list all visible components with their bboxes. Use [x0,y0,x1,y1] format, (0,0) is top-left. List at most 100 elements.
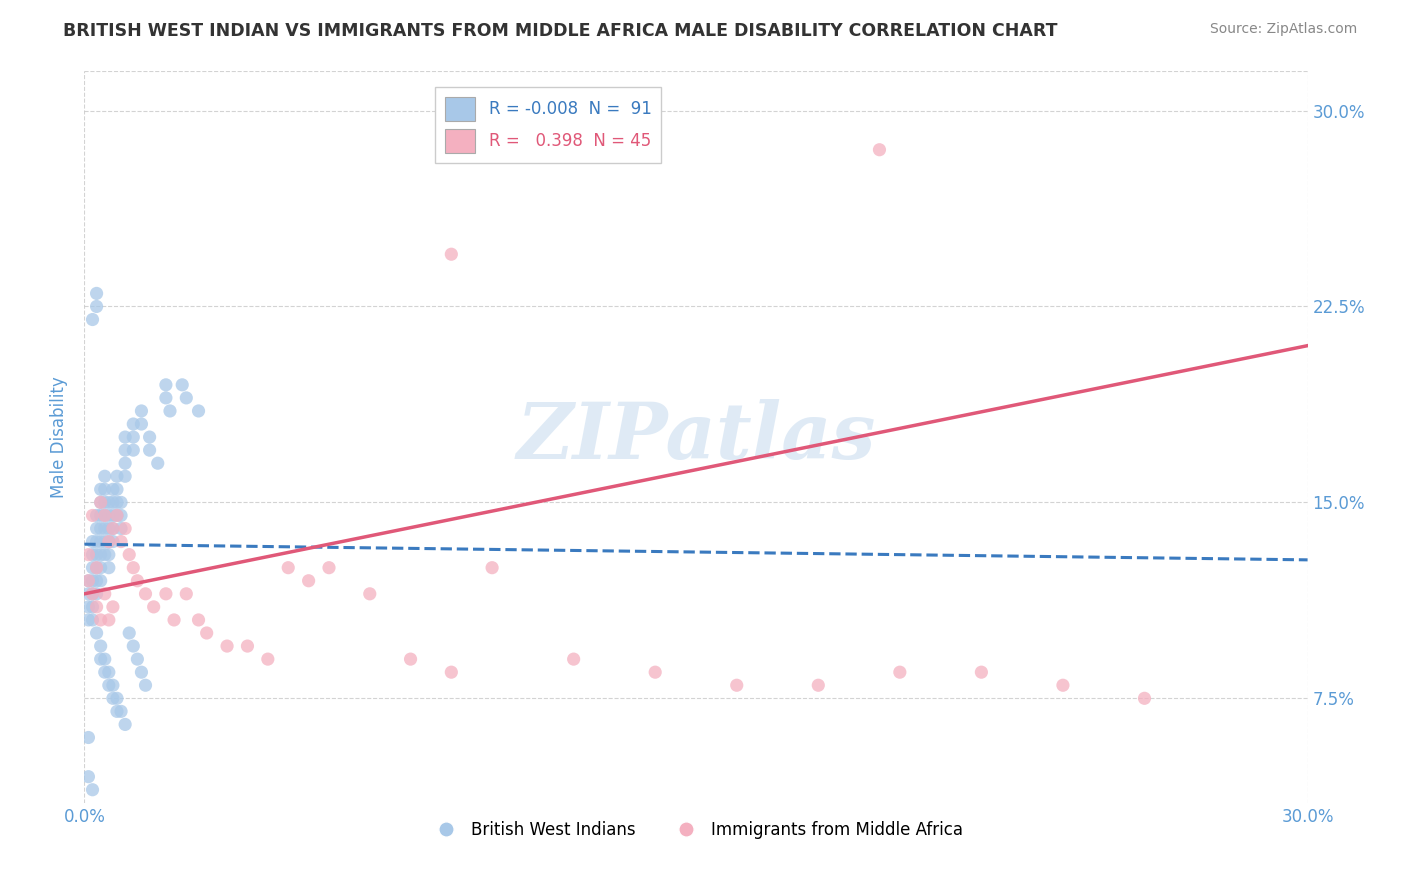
Point [77,574,100,588]
Point [97,508,120,523]
Text: ZIPatlas: ZIPatlas [516,399,876,475]
Point [122,417,145,431]
Point [644,665,666,680]
Point [114,430,136,444]
Point [82,534,104,549]
Point [1052,678,1074,692]
Point [131,665,153,680]
Point [90,508,112,523]
Point [97,560,120,574]
Point [122,430,145,444]
Point [114,469,136,483]
Point [82,574,104,588]
Point [82,599,104,614]
Point [440,247,463,261]
Point [135,587,157,601]
Point [257,652,280,666]
Point [101,534,124,549]
Point [86,534,108,549]
Point [93,483,115,497]
Point [105,705,128,719]
Point [101,495,124,509]
Point [77,731,100,745]
Point [82,312,104,326]
Point [86,521,108,535]
Point [93,508,115,523]
Point [86,560,108,574]
Text: BRITISH WEST INDIAN VS IMMIGRANTS FROM MIDDLE AFRICA MALE DISABILITY CORRELATION: BRITISH WEST INDIAN VS IMMIGRANTS FROM M… [63,22,1057,40]
Point [97,678,120,692]
Point [970,665,993,680]
Point [90,483,112,497]
Point [187,404,209,418]
Point [146,456,169,470]
Point [298,574,321,588]
Point [101,521,124,535]
Point [101,599,124,614]
Point [110,705,132,719]
Point [93,495,115,509]
Point [86,626,108,640]
Point [869,143,891,157]
Point [105,495,128,509]
Point [90,574,112,588]
Point [82,613,104,627]
Point [90,548,112,562]
Point [97,534,120,549]
Point [155,377,177,392]
Point [101,691,124,706]
Point [114,521,136,535]
Point [110,495,132,509]
Point [93,508,115,523]
Point [101,678,124,692]
Point [359,587,381,601]
Point [97,613,120,627]
Point [90,639,112,653]
Point [77,587,100,601]
Point [118,548,141,562]
Point [481,560,503,574]
Point [101,508,124,523]
Point [114,456,136,470]
Point [127,652,149,666]
Point [90,560,112,574]
Point [399,652,422,666]
Point [1133,691,1156,706]
Point [217,639,239,653]
Point [101,521,124,535]
Point [105,508,128,523]
Point [93,665,115,680]
Point [82,508,104,523]
Y-axis label: Male Disability: Male Disability [51,376,69,498]
Point [82,548,104,562]
Point [86,587,108,601]
Point [122,639,145,653]
Point [114,717,136,731]
Point [97,521,120,535]
Point [86,300,108,314]
Point [82,560,104,574]
Point [90,652,112,666]
Point [142,599,165,614]
Point [277,560,299,574]
Point [187,613,209,627]
Point [93,652,115,666]
Point [86,574,108,588]
Point [77,770,100,784]
Point [889,665,911,680]
Point [440,665,463,680]
Point [725,678,748,692]
Point [101,483,124,497]
Point [172,377,194,392]
Text: Source: ZipAtlas.com: Source: ZipAtlas.com [1209,22,1357,37]
Point [131,404,153,418]
Point [110,534,132,549]
Point [114,443,136,458]
Point [82,587,104,601]
Point [93,521,115,535]
Point [195,626,218,640]
Point [236,639,259,653]
Point [90,613,112,627]
Point [807,678,830,692]
Point [93,548,115,562]
